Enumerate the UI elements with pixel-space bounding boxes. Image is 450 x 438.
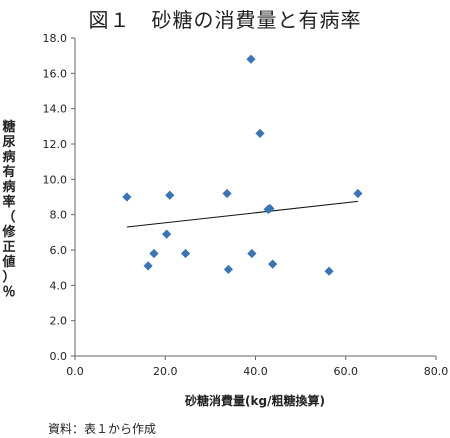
data-point [223, 264, 234, 275]
x-tick-label: 0.0 [66, 365, 84, 378]
y-tick-label: 14.0 [43, 103, 68, 116]
data-point [149, 248, 159, 259]
axes [71, 37, 437, 360]
y-tick-label: 8.0 [50, 209, 68, 222]
data-point [255, 128, 265, 138]
y-tick-label: 16.0 [43, 67, 68, 80]
data-point [247, 248, 257, 259]
data-point [268, 259, 278, 269]
y-tick-label: 6.0 [50, 244, 68, 257]
chart-title: 図１ 砂糖の消費量と有病率 [88, 8, 362, 32]
x-tick-label: 40.0 [243, 365, 268, 378]
x-tick-label: 60.0 [334, 365, 359, 378]
data-point [324, 266, 334, 276]
data-point [162, 229, 172, 239]
data-point [180, 248, 191, 259]
y-tick-label: 10.0 [43, 173, 68, 186]
data-point [165, 190, 175, 200]
data-point [265, 203, 275, 214]
tick-labels: 0.0 2.0 4.0 6.0 8.0 10.0 12.0 14.0 16.0 18.0 0.0 20… [43, 32, 449, 378]
trendline-layer [126, 200, 358, 228]
source-note: 資料：表１から作成 [48, 422, 157, 436]
x-tick-label: 20.0 [153, 365, 178, 378]
data-point [143, 261, 153, 271]
y-axis-label: 糖尿病有病率（修正値）％ [2, 120, 16, 300]
x-tick-label: 80.0 [424, 365, 449, 378]
data-point [246, 54, 256, 64]
x-axis-label: 砂糖消費量(kg/粗糖換算) [185, 394, 325, 408]
data-points [122, 54, 363, 276]
y-tick-label: 4.0 [50, 279, 68, 292]
data-point [222, 188, 232, 199]
y-tick-label: 2.0 [50, 315, 68, 328]
y-tick-label: 12.0 [43, 138, 68, 151]
data-point [353, 188, 363, 199]
data-point [122, 192, 132, 202]
trendline [126, 200, 358, 228]
y-tick-label: 0.0 [50, 350, 68, 363]
y-tick-label: 18.0 [43, 32, 68, 45]
